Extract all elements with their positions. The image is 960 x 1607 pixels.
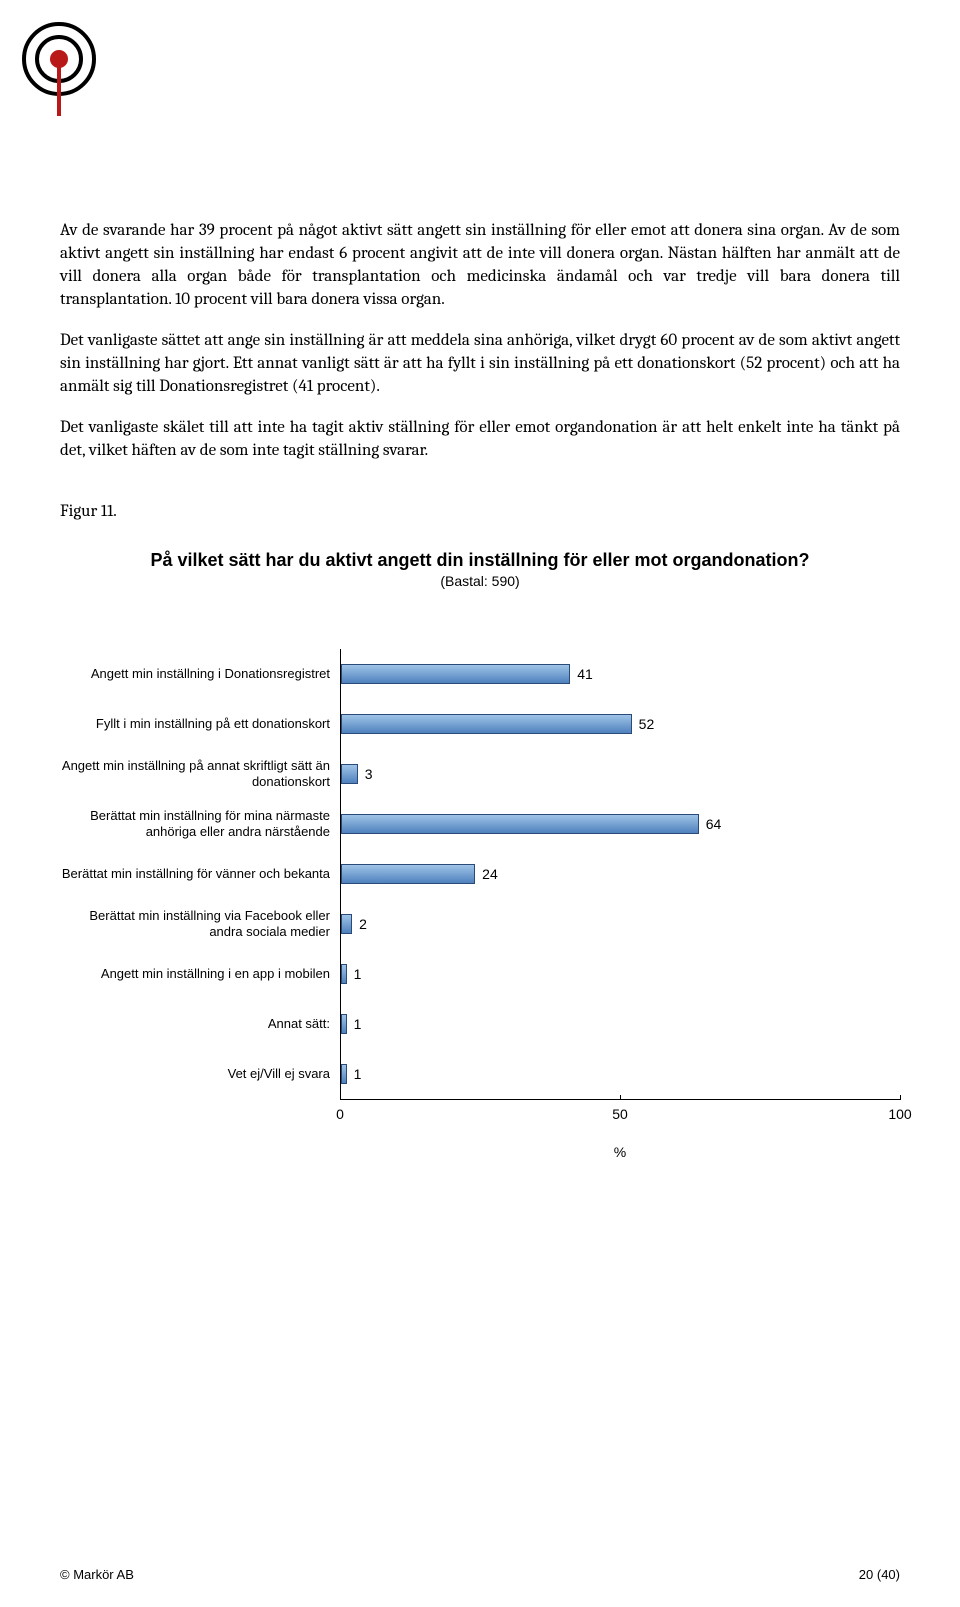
chart-bar: 1 xyxy=(341,1014,347,1034)
x-tick-label: 50 xyxy=(612,1106,628,1122)
x-axis-label: % xyxy=(340,1144,900,1160)
chart-bar: 41 xyxy=(341,664,570,684)
chart-bar-value: 3 xyxy=(365,766,373,782)
chart-row-label: Angett min inställning på annat skriftli… xyxy=(60,749,340,799)
chart-bar-row: 1 xyxy=(341,1049,900,1099)
chart-bar-value: 1 xyxy=(354,1016,362,1032)
chart-bar-value: 52 xyxy=(639,716,655,732)
chart-bar: 2 xyxy=(341,914,352,934)
chart-bar: 1 xyxy=(341,964,347,984)
chart-bar: 24 xyxy=(341,864,475,884)
chart-bar: 64 xyxy=(341,814,699,834)
chart-bar-row: 1 xyxy=(341,949,900,999)
chart-row-label: Fyllt i min inställning på ett donations… xyxy=(60,699,340,749)
chart-bar-value: 1 xyxy=(354,966,362,982)
chart-bar: 52 xyxy=(341,714,632,734)
chart-bar-value: 2 xyxy=(359,916,367,932)
bar-chart: På vilket sätt har du aktivt angett din … xyxy=(60,549,900,1159)
chart-bar-row: 2 xyxy=(341,899,900,949)
chart-row-label: Angett min inställning i Donationsregist… xyxy=(60,649,340,699)
chart-subtitle: (Bastal: 590) xyxy=(60,573,900,589)
chart-bar-value: 64 xyxy=(706,816,722,832)
paragraph-3: Det vanligaste skälet till att inte ha t… xyxy=(60,417,900,463)
x-tick-mark xyxy=(900,1095,901,1100)
chart-row-label: Vet ej/Vill ej svara xyxy=(60,1049,340,1099)
footer-page-number: 20 (40) xyxy=(859,1567,900,1582)
chart-bar-value: 1 xyxy=(354,1066,362,1082)
chart-bar-row: 24 xyxy=(341,849,900,899)
x-tick-label: 100 xyxy=(888,1106,911,1122)
chart-bar: 3 xyxy=(341,764,358,784)
footer-copyright: © Markör AB xyxy=(60,1567,134,1582)
target-logo-icon xyxy=(20,20,98,124)
chart-bar-value: 24 xyxy=(482,866,498,882)
chart-bar-row: 41 xyxy=(341,649,900,699)
chart-row-label: Angett min inställning i en app i mobile… xyxy=(60,949,340,999)
chart-bar-row: 3 xyxy=(341,749,900,799)
x-tick-mark xyxy=(340,1095,341,1100)
chart-bar-row: 1 xyxy=(341,999,900,1049)
figure-label: Figur 11. xyxy=(60,502,900,521)
chart-bar-row: 64 xyxy=(341,799,900,849)
x-tick-mark xyxy=(620,1095,621,1100)
chart-row-label: Berättat min inställning via Facebook el… xyxy=(60,899,340,949)
chart-bar-value: 41 xyxy=(577,666,593,682)
paragraph-2: Det vanligaste sättet att ange sin instä… xyxy=(60,330,900,399)
chart-bar-row: 52 xyxy=(341,699,900,749)
chart-row-label: Berättat min inställning för vänner och … xyxy=(60,849,340,899)
paragraph-1: Av de svarande har 39 procent på något a… xyxy=(60,220,900,312)
chart-title: På vilket sätt har du aktivt angett din … xyxy=(60,549,900,572)
page-footer: © Markör AB 20 (40) xyxy=(60,1567,900,1582)
chart-row-label: Berättat min inställning för mina närmas… xyxy=(60,799,340,849)
chart-row-label: Annat sätt: xyxy=(60,999,340,1049)
x-tick-label: 0 xyxy=(336,1106,344,1122)
body-text-section: Av de svarande har 39 procent på något a… xyxy=(60,0,900,462)
chart-bar: 1 xyxy=(341,1064,347,1084)
